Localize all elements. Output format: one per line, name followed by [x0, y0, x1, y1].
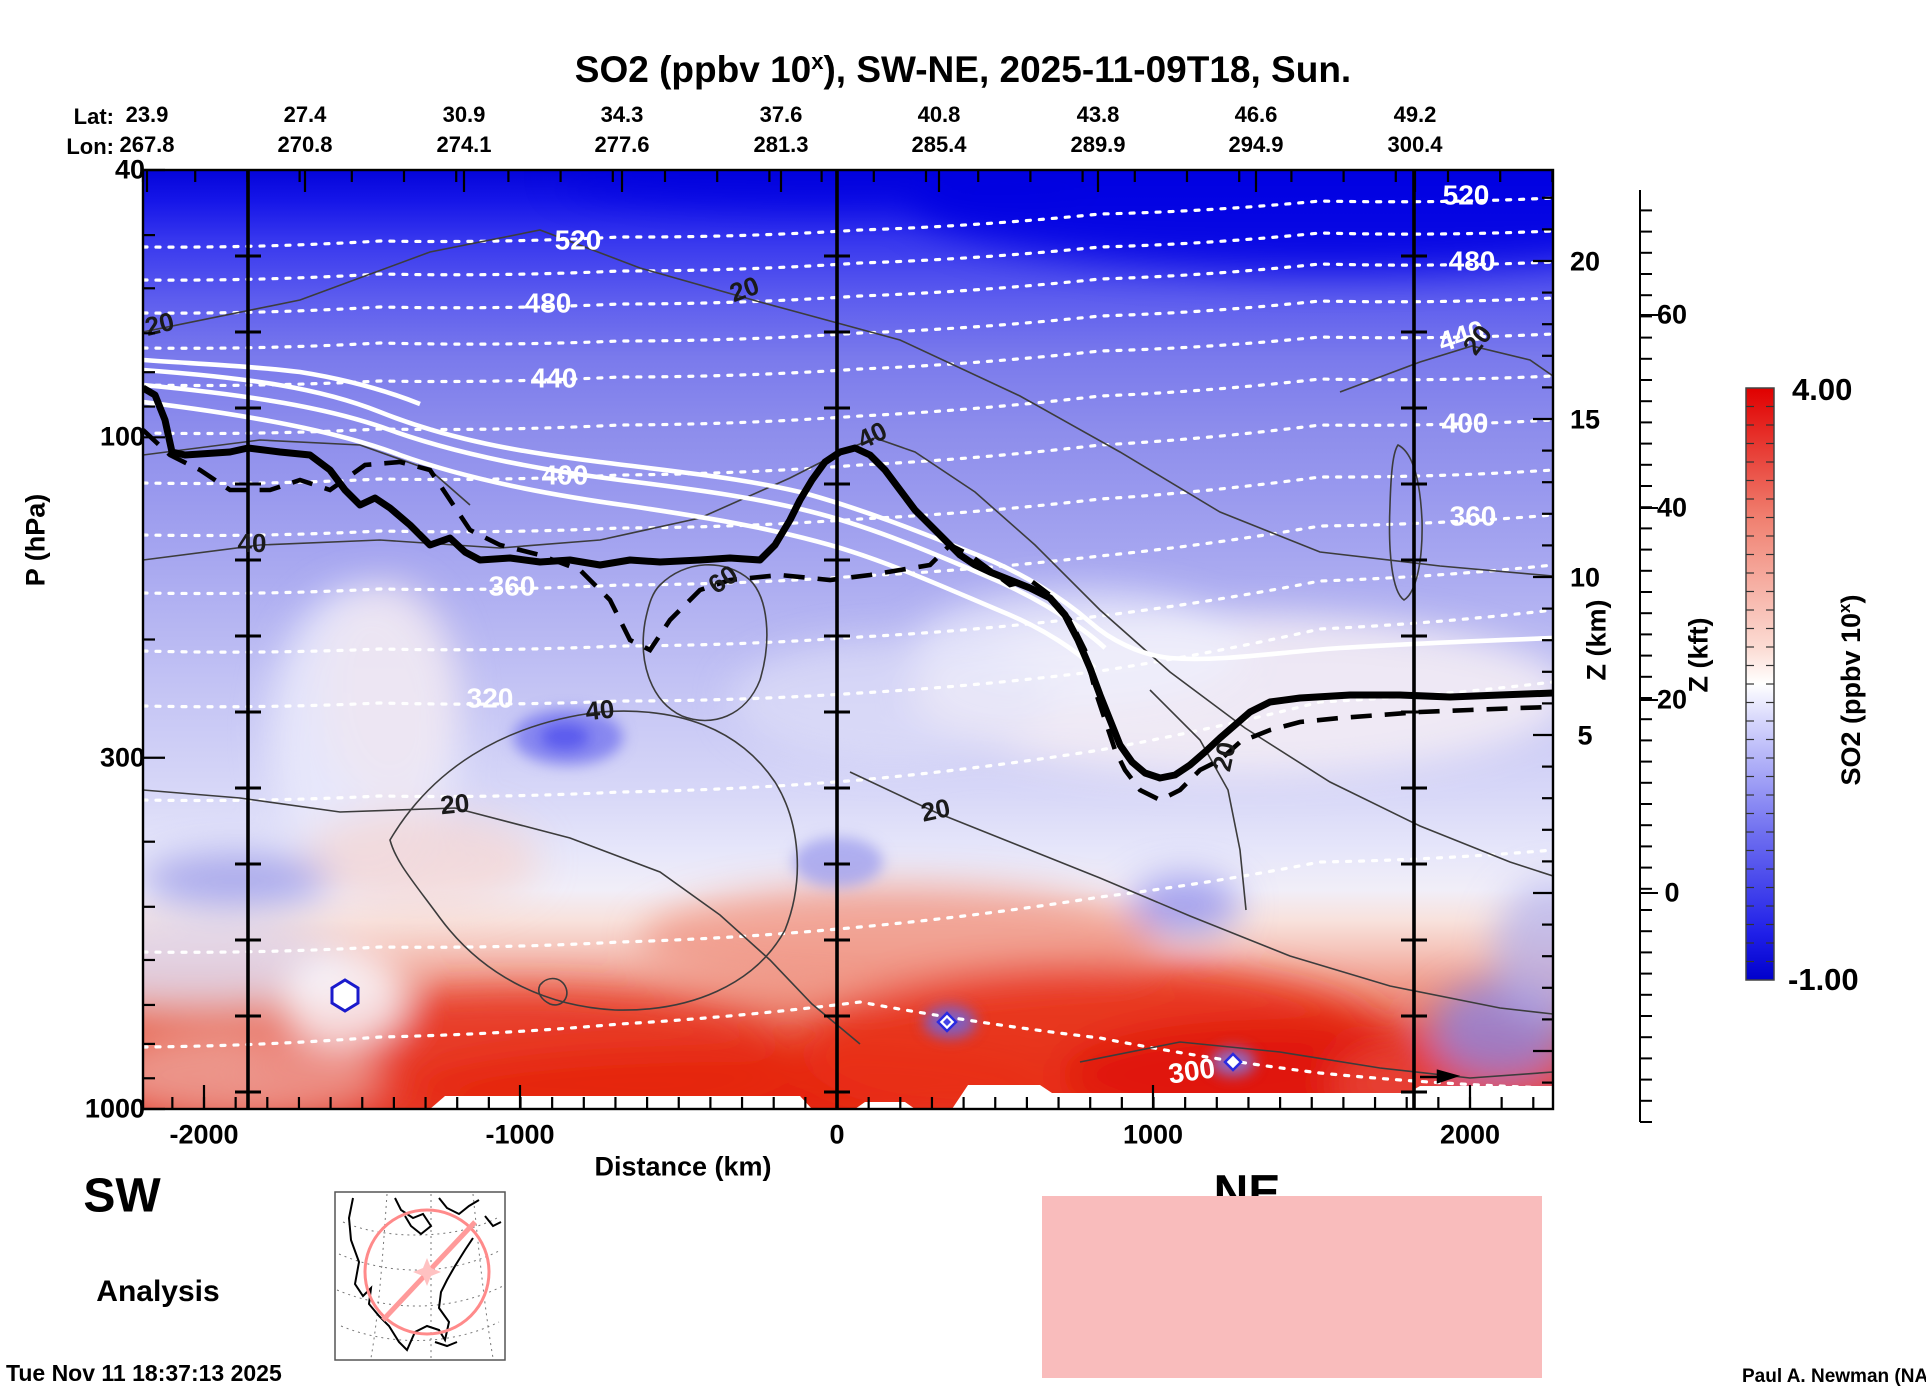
lat-value: 37.6	[759, 102, 803, 127]
lon-value: 277.6	[594, 132, 650, 157]
lon-value: 270.8	[277, 132, 333, 157]
theta-contour-label: 520	[555, 224, 602, 255]
lon-value: 267.8	[119, 132, 175, 157]
credit: Paul A. Newman (NASA	[1742, 1366, 1926, 1387]
page-title: SO2 (ppbv 10x), SW-NE, 2025-11-09T18, Su…	[574, 48, 1352, 91]
colorbar-max: 4.00	[1792, 372, 1853, 407]
distance-tick-label: 2000	[1439, 1119, 1501, 1150]
zkft-tick-label: 60	[1656, 299, 1688, 330]
wind-speed-contours	[143, 229, 1553, 1079]
zkft-tick-label: 20	[1656, 684, 1688, 715]
epv-contour	[143, 428, 1553, 803]
lon-value: 300.4	[1387, 132, 1443, 157]
theta-contour-label: 400	[1442, 407, 1489, 438]
theta-contour-label: 400	[542, 459, 589, 490]
sw-endpoint-label: SW	[83, 1169, 161, 1223]
wind-contour-label: 40	[584, 693, 616, 726]
lon-value: 294.9	[1228, 132, 1284, 157]
distance-tick-label: -2000	[169, 1119, 239, 1150]
distance-tick-label: 1000	[1122, 1119, 1184, 1150]
colorbar-min: -1.00	[1788, 962, 1859, 997]
lon-value: 289.9	[1070, 132, 1126, 157]
lat-value: 27.4	[283, 102, 327, 127]
theta-contour-label: 320	[467, 682, 514, 713]
lat-value: 30.9	[442, 102, 486, 127]
zkm-tick-label: 15	[1569, 404, 1601, 435]
lat-value: 43.8	[1076, 102, 1120, 127]
lat-value: 46.6	[1234, 102, 1278, 127]
map-center-star	[413, 1258, 441, 1286]
map-coastline	[347, 1197, 502, 1352]
map-section-circle	[363, 1208, 491, 1336]
theta-contour-label: 300	[1166, 1052, 1217, 1089]
kft-axis	[1639, 190, 1658, 1123]
distance-tick-label: 0	[829, 1119, 845, 1150]
pressure-tick-label: 300	[99, 742, 145, 773]
lon-value: 281.3	[753, 132, 809, 157]
theta-contour-label: 520	[1443, 179, 1490, 210]
vertical-reference-lines	[235, 170, 1427, 1109]
zkft-axis-title: Z (kft)	[1683, 617, 1714, 693]
theta-contour-label: 440	[531, 362, 578, 393]
lat-value: 23.9	[125, 102, 169, 127]
so2-field: 5204804404003603205204804404003603002020…	[143, 170, 1553, 1109]
pressure-axis-title: P (hPa)	[20, 493, 51, 587]
wind-contour-label: 20	[918, 792, 953, 827]
theta-contour-label: 480	[525, 287, 572, 318]
map-inset	[334, 1191, 506, 1361]
timestamp: Tue Nov 11 18:37:13 2025	[6, 1360, 282, 1386]
lon-value: 274.1	[436, 132, 492, 157]
colorbar-title: SO2 (ppbv 10x)	[1835, 594, 1866, 786]
tropopause-line	[143, 384, 1553, 782]
zkm-axis-title: Z (km)	[1581, 599, 1612, 681]
colorbar	[1745, 387, 1775, 981]
pressure-tick-label: 40	[114, 154, 145, 185]
analysis-label: Analysis	[96, 1275, 220, 1308]
zkm-tick-label: 20	[1569, 246, 1601, 277]
contour-labels: 5204804404003603205204804404003603002020…	[143, 179, 1498, 1089]
distance-tick-label: -1000	[485, 1119, 555, 1150]
wind-contour-label: 40	[238, 528, 267, 558]
theta-contour-label: 480	[1449, 245, 1496, 276]
legend: Epv = 3.0 units GMAO tropopause O3 = 150…	[1042, 1196, 1542, 1378]
zkm-tick-label: 5	[1577, 720, 1593, 751]
distance-axis-title: Distance (km)	[594, 1151, 772, 1182]
lat-value: 49.2	[1393, 102, 1437, 127]
wind-contour-label: 20	[439, 787, 471, 820]
lat-value: 40.8	[917, 102, 961, 127]
zkft-tick-label: 0	[1664, 877, 1680, 908]
wind-contour-label: 20	[1206, 739, 1241, 774]
lat-value: 34.3	[600, 102, 644, 127]
pressure-tick-label: 100	[99, 421, 145, 452]
ozone-contours	[143, 357, 1553, 670]
lon-value: 285.4	[911, 132, 967, 157]
axis-ticks	[141, 168, 1554, 1111]
point-markers	[330, 978, 1461, 1084]
zkft-tick-label: 40	[1656, 492, 1688, 523]
theta-contour-label: 360	[1450, 500, 1497, 531]
zkm-tick-label: 10	[1569, 562, 1601, 593]
pressure-tick-label: 1000	[84, 1093, 145, 1124]
lat-row-label: Lat:	[73, 104, 114, 129]
lon-row-label: Lon:	[66, 134, 114, 159]
theta-contour-label: 360	[489, 570, 536, 601]
